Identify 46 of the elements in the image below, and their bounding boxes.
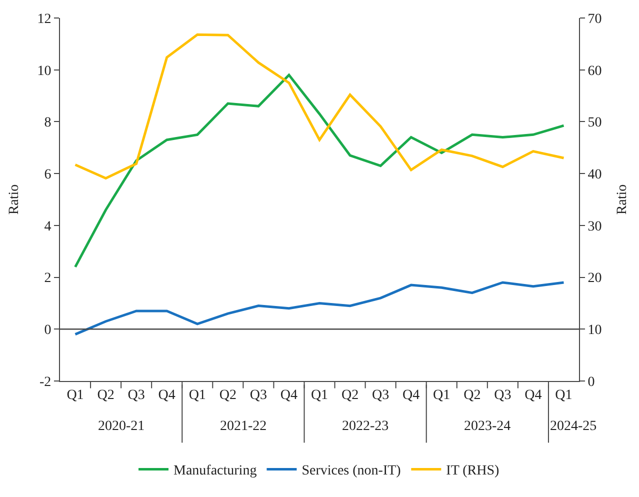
y-tick-label: 10 bbox=[37, 64, 52, 79]
legend-label: Manufacturing bbox=[174, 464, 257, 479]
text: 2023-24 bbox=[464, 419, 511, 434]
x-tick-label: Q4 bbox=[402, 388, 420, 403]
x-tick-label: Q4 bbox=[158, 388, 176, 403]
y2-axis-title: Ratio bbox=[615, 184, 630, 215]
x-tick-label: Q4 bbox=[524, 388, 542, 403]
x-tick-label: Q3 bbox=[128, 388, 145, 403]
y-tick-label: 4 bbox=[44, 219, 52, 234]
x-tick-label: Q3 bbox=[250, 388, 268, 403]
y-tick-label: 12 bbox=[37, 12, 52, 27]
x-tick-label: Q1 bbox=[188, 388, 206, 403]
x-tick-label: Q3 bbox=[494, 388, 512, 403]
y2-tick-label: 10 bbox=[588, 323, 602, 338]
y-tick-label: 8 bbox=[44, 116, 52, 131]
line-series bbox=[74, 281, 565, 336]
y-tick-label: 0 bbox=[44, 323, 52, 338]
y2-tick-label: 20 bbox=[588, 271, 602, 286]
x-tick-label: Q2 bbox=[341, 388, 359, 403]
y2-tick-label: 70 bbox=[588, 12, 602, 27]
y2-tick-label: 60 bbox=[588, 64, 602, 79]
x-tick-label: Q1 bbox=[310, 388, 328, 403]
text: 2024-25 bbox=[550, 419, 597, 434]
x-tick-label: Q1 bbox=[433, 388, 450, 403]
line-series bbox=[74, 74, 565, 268]
y2-tick-label: 50 bbox=[588, 116, 602, 131]
x-tick-label: Q2 bbox=[97, 388, 114, 403]
legend-label: Services (non-IT) bbox=[302, 464, 402, 479]
text: 2020-21 bbox=[98, 419, 145, 434]
text: 2022-23 bbox=[342, 419, 389, 434]
x-tick-label: Q3 bbox=[372, 388, 390, 403]
line-series bbox=[74, 33, 565, 180]
y2-tick-label: 30 bbox=[588, 219, 602, 234]
y-tick-label: -2 bbox=[40, 374, 52, 390]
x-tick-label: Q1 bbox=[66, 388, 84, 403]
y2-tick-label: 40 bbox=[588, 167, 602, 182]
y-tick-label: 6 bbox=[44, 167, 52, 182]
text: 2021-22 bbox=[220, 419, 267, 434]
y2-tick-label: 0 bbox=[588, 374, 595, 390]
y-tick-label: 2 bbox=[44, 271, 52, 286]
legend-label: IT (RHS) bbox=[446, 464, 500, 479]
x-tick-label: Q2 bbox=[464, 388, 481, 403]
x-tick-label: Q4 bbox=[280, 388, 298, 403]
y-axis-title: Ratio bbox=[6, 184, 22, 215]
x-tick-label: Q1 bbox=[555, 388, 572, 403]
x-tick-label: Q2 bbox=[219, 388, 236, 403]
